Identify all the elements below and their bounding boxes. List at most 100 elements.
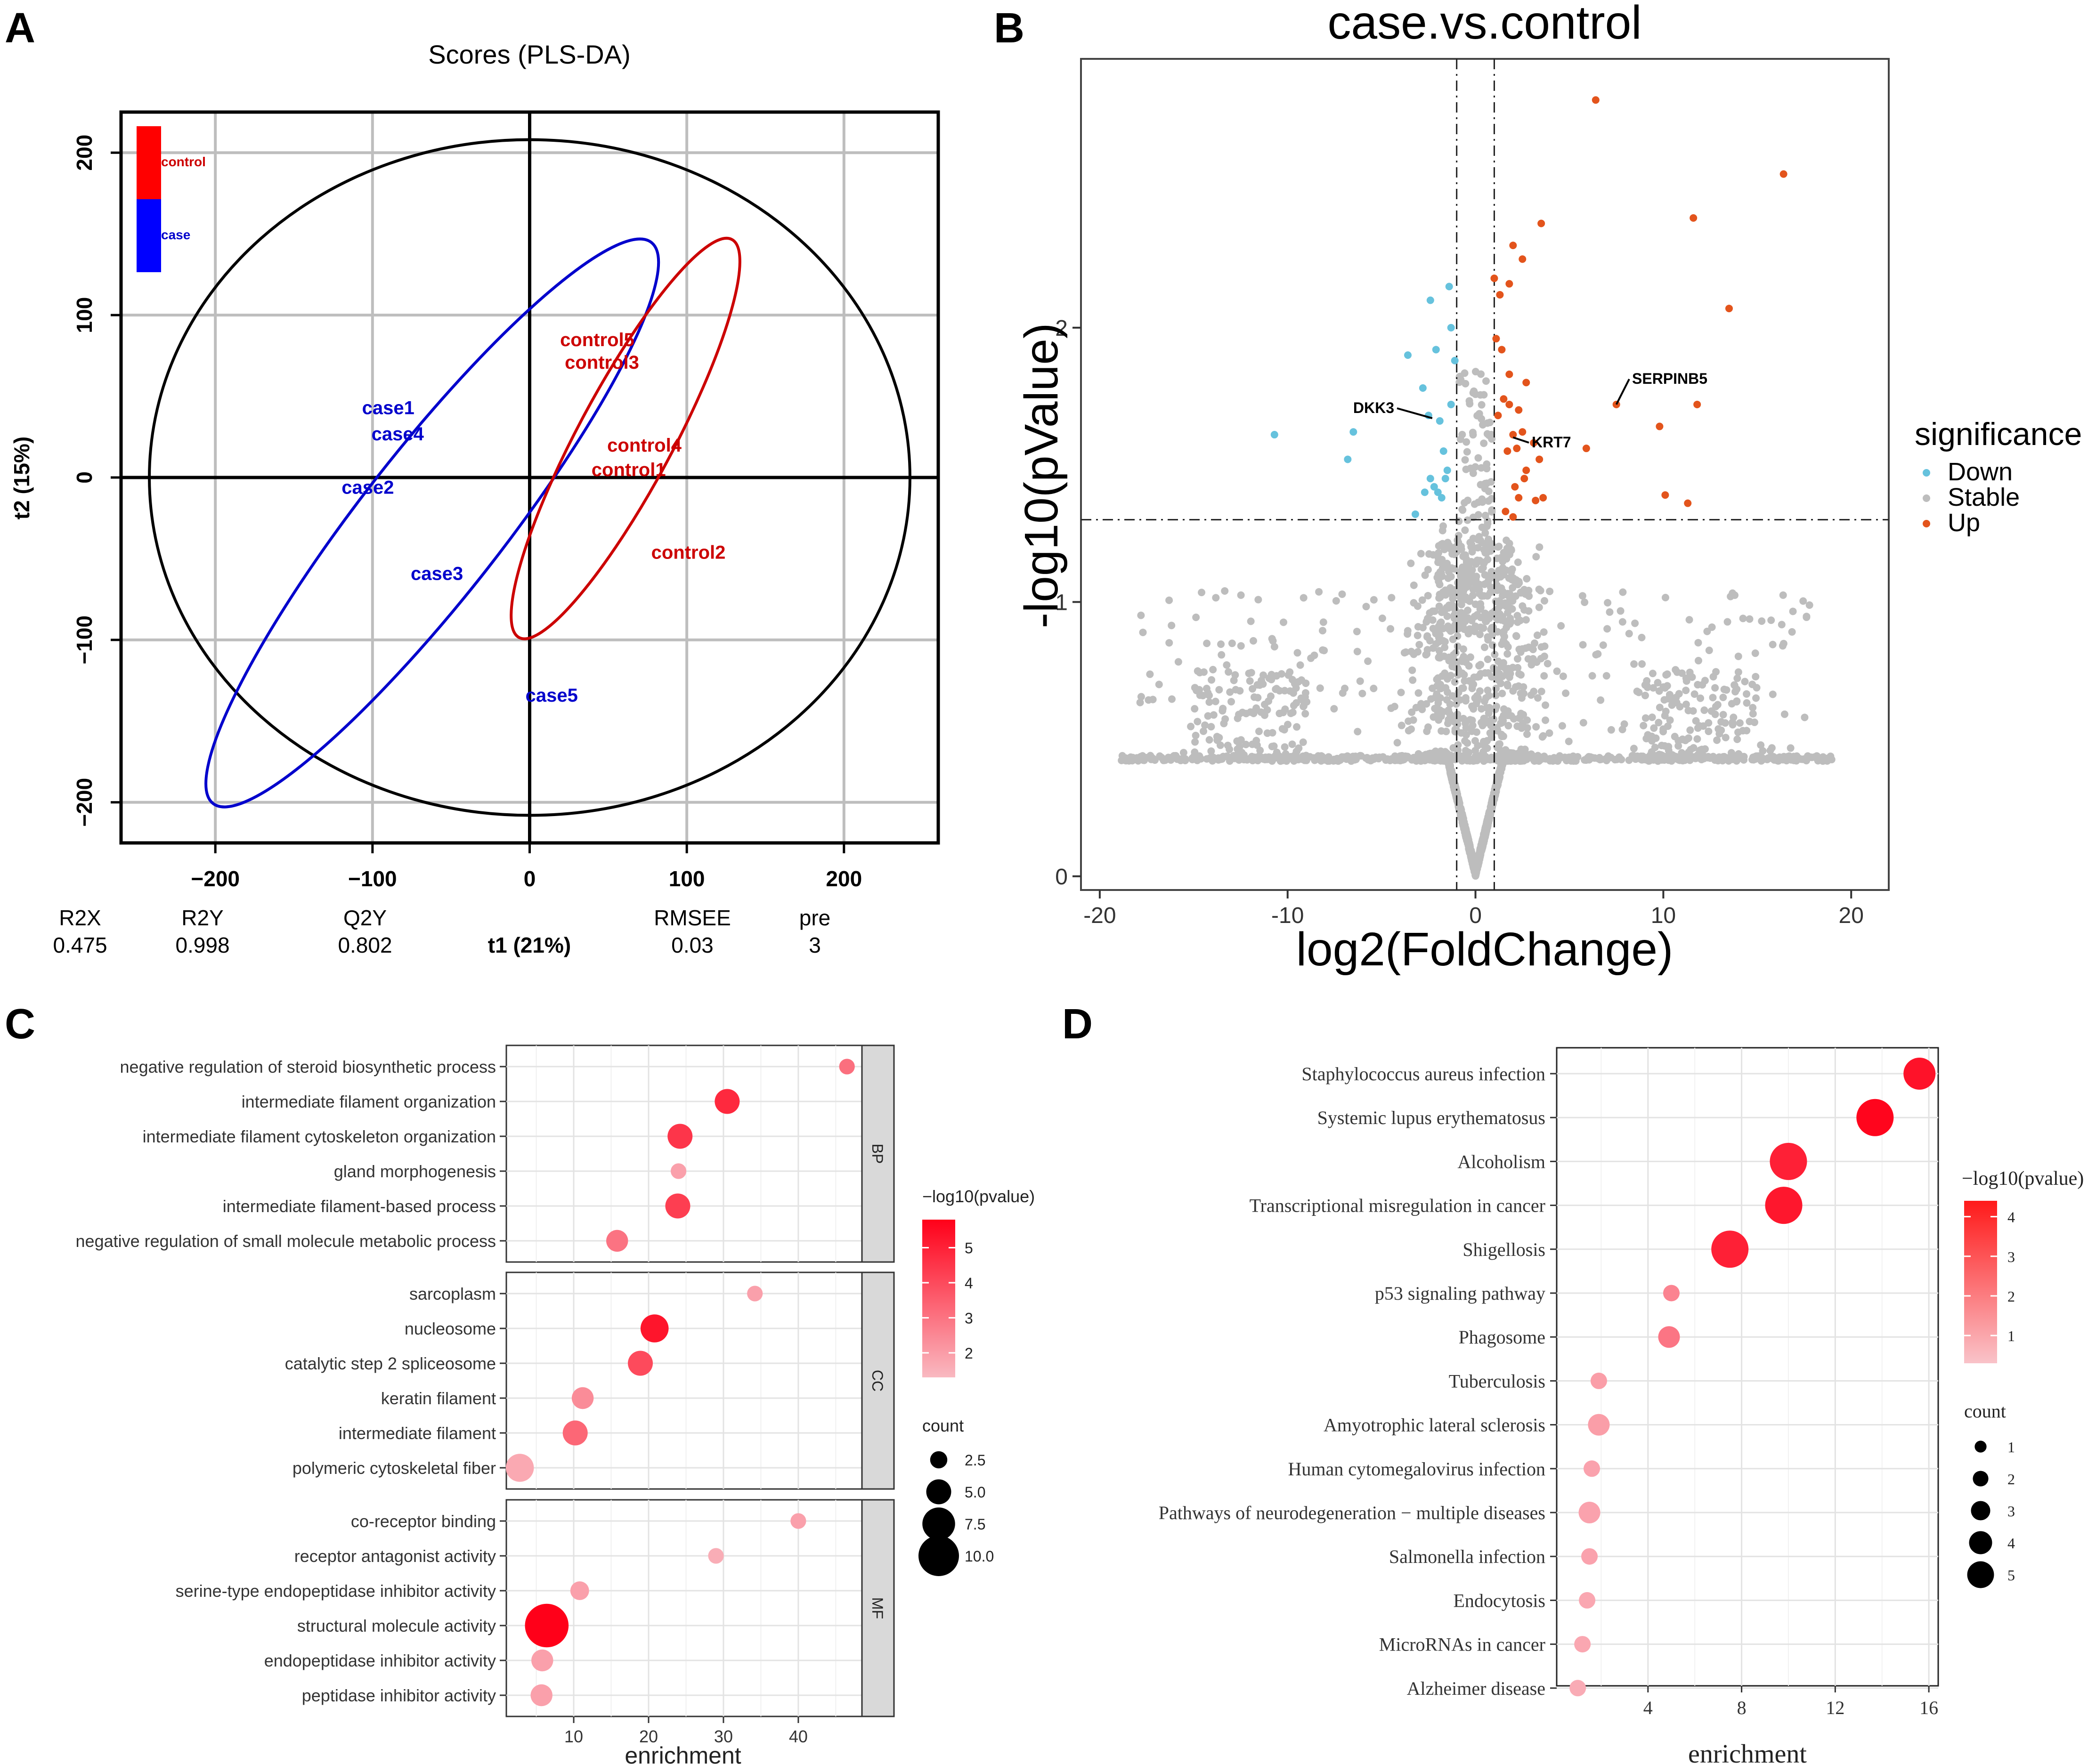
volcano-stable-point xyxy=(1480,559,1488,567)
panel-b-threshold-lines xyxy=(1081,59,1889,890)
volcano-stable-point xyxy=(1468,702,1476,710)
panel-d-size-swatch xyxy=(1969,1531,1992,1554)
volcano-stable-point xyxy=(1665,743,1673,751)
panel-a-metric-header: R2X xyxy=(59,906,101,930)
volcano-stable-point xyxy=(1225,668,1233,676)
volcano-stable-point xyxy=(1758,617,1766,625)
volcano-stable-point xyxy=(1354,728,1362,736)
volcano-down-point xyxy=(1439,447,1447,455)
panel-c-term-label: nucleosome xyxy=(405,1319,496,1338)
volcano-stable-point xyxy=(1649,684,1657,692)
volcano-stable-point xyxy=(1469,534,1477,542)
volcano-stable-point xyxy=(1503,680,1511,688)
volcano-stable-point xyxy=(1350,756,1358,764)
volcano-stable-point xyxy=(1659,728,1667,736)
volcano-stable-point xyxy=(1523,575,1531,583)
panel-d-term-label: Staphylococcus aureus infection xyxy=(1301,1063,1545,1084)
volcano-stable-point xyxy=(1205,736,1213,744)
volcano-stable-point xyxy=(1181,755,1189,763)
volcano-stable-point xyxy=(1558,722,1566,730)
volcano-stable-point xyxy=(1417,550,1425,558)
volcano-stable-point xyxy=(1168,695,1176,703)
panel-d-size-swatch xyxy=(1973,1471,1989,1487)
panel-a-metric-value: 0.998 xyxy=(175,933,229,957)
volcano-up-point xyxy=(1520,475,1528,483)
volcano-stable-point xyxy=(1273,672,1281,680)
panel-label-c: C xyxy=(5,1001,35,1048)
volcano-stable-point xyxy=(1427,695,1435,703)
volcano-stable-point xyxy=(1697,694,1705,702)
panel-c-strip xyxy=(861,1271,895,1490)
volcano-stable-point xyxy=(1673,699,1681,707)
volcano-stable-point xyxy=(1711,684,1719,692)
panel-b-annotation-label: KRT7 xyxy=(1532,434,1571,451)
volcano-stable-point xyxy=(1674,742,1682,750)
volcano-stable-point xyxy=(1439,522,1447,530)
volcano-stable-point xyxy=(1500,628,1508,636)
volcano-up-point xyxy=(1509,431,1517,439)
volcano-stable-point xyxy=(1491,725,1499,733)
volcano-stable-point xyxy=(1700,706,1708,714)
panel-c-size-swatch xyxy=(922,1507,955,1540)
panel-d-term-label: Systemic lupus erythematosus xyxy=(1317,1107,1545,1128)
volcano-stable-point xyxy=(1673,668,1681,676)
volcano-stable-point xyxy=(1787,744,1795,752)
volcano-stable-point xyxy=(1494,657,1502,665)
volcano-stable-point xyxy=(1454,632,1462,640)
panel-c-facet-mf: co-receptor binding receptor antagonist a… xyxy=(176,1499,895,1717)
panel-d-dot xyxy=(1574,1636,1591,1653)
volcano-stable-point xyxy=(1532,723,1540,731)
volcano-stable-point xyxy=(1654,679,1662,687)
panel-a-point-label: control2 xyxy=(651,542,726,563)
volcano-stable-point xyxy=(1316,684,1324,692)
volcano-stable-point xyxy=(1743,699,1751,707)
panel-c-term-label: catalytic step 2 spliceosome xyxy=(285,1354,496,1373)
panel-d-dot xyxy=(1581,1548,1598,1565)
panel-b-annotation-label: SERPINB5 xyxy=(1632,370,1707,387)
volcano-stable-point xyxy=(1711,755,1719,763)
volcano-stable-point xyxy=(1207,747,1215,755)
volcano-stable-point xyxy=(1464,607,1472,615)
panel-b-ticks: -20 -10 0 10 20 0 1 2 xyxy=(1055,316,1864,928)
volcano-stable-point xyxy=(1562,689,1570,697)
panel-c-dot xyxy=(715,1089,740,1114)
volcano-stable-point xyxy=(1249,685,1257,693)
panel-c-term-label: intermediate filament xyxy=(339,1424,496,1443)
volcano-stable-point xyxy=(1448,601,1456,609)
panel-c-color-tick-label: 4 xyxy=(965,1275,973,1292)
volcano-stable-point xyxy=(1769,640,1777,648)
volcano-stable-point xyxy=(1486,810,1494,818)
volcano-stable-point xyxy=(1515,577,1523,585)
volcano-stable-point xyxy=(1513,612,1521,620)
volcano-stable-point xyxy=(1496,746,1504,754)
panel-d-size-swatch xyxy=(1967,1561,1994,1588)
volcano-stable-point xyxy=(1535,585,1543,593)
volcano-stable-point xyxy=(1498,732,1506,740)
volcano-stable-point xyxy=(1698,756,1706,764)
volcano-stable-point xyxy=(1694,656,1702,664)
volcano-stable-point xyxy=(1641,714,1649,722)
volcano-down-point xyxy=(1443,466,1451,474)
volcano-stable-point xyxy=(1519,645,1527,653)
volcano-stable-point xyxy=(1461,456,1469,464)
volcano-stable-point xyxy=(1429,644,1437,652)
panel-d-term-label: p53 signaling pathway xyxy=(1375,1283,1545,1304)
panel-d-xtick-label: 12 xyxy=(1826,1697,1844,1718)
volcano-stable-point xyxy=(1508,565,1516,573)
volcano-stable-point xyxy=(1461,677,1469,685)
volcano-stable-point xyxy=(1494,572,1502,580)
volcano-stable-point xyxy=(1540,652,1548,660)
volcano-stable-point xyxy=(1165,639,1173,647)
volcano-stable-point xyxy=(1232,686,1240,694)
volcano-stable-point xyxy=(1727,749,1735,757)
volcano-stable-point xyxy=(1513,618,1521,626)
volcano-stable-point xyxy=(1196,691,1204,699)
panel-c-dot xyxy=(505,1454,534,1482)
volcano-stable-point xyxy=(1514,664,1522,672)
volcano-stable-point xyxy=(1441,638,1449,646)
panel-d-rows: Staphylococcus aureus infection Systemic … xyxy=(1159,1058,1936,1699)
volcano-stable-point xyxy=(1484,535,1492,543)
volcano-stable-point xyxy=(1465,844,1473,852)
volcano-stable-point xyxy=(1214,754,1222,762)
volcano-stable-point xyxy=(1767,616,1775,624)
